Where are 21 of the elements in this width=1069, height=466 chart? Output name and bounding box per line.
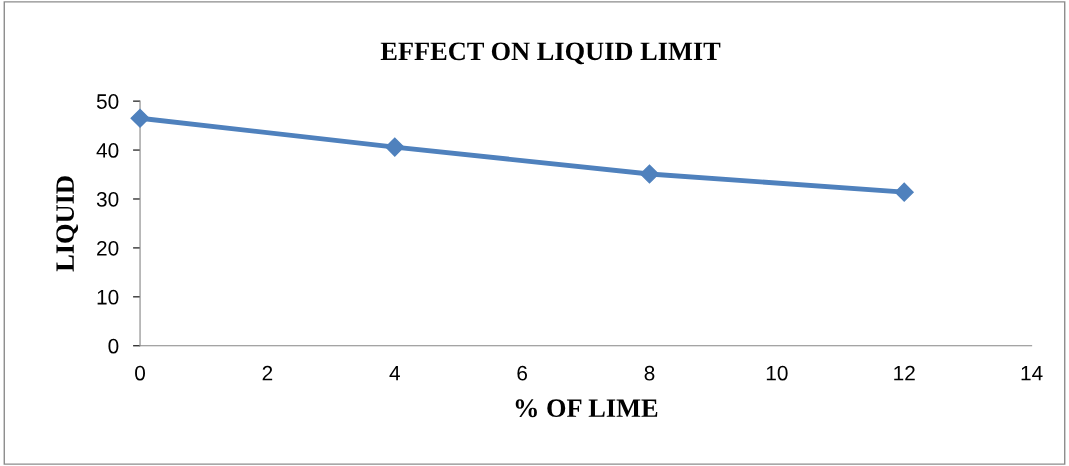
y-tick-label: 30	[96, 191, 119, 207]
point	[385, 137, 405, 157]
y-tick-label: 40	[96, 143, 119, 158]
y-tick-label: 10	[97, 289, 119, 305]
point	[894, 182, 914, 202]
y-tick-label: 0	[108, 338, 119, 354]
point	[639, 164, 660, 184]
x-tick-label: 0	[135, 365, 146, 381]
x-axis-title: % OF LIME	[515, 399, 658, 418]
y-axis-title: LIQUID	[56, 176, 79, 272]
y-tick-label: 50	[96, 94, 119, 109]
y-tick-label: 20	[97, 240, 119, 256]
point	[130, 108, 150, 128]
x-tick-label: 10	[766, 365, 788, 381]
x-tick-label: 8	[644, 365, 655, 381]
x-tick-label: 4	[389, 365, 400, 381]
x-tick-label: 12	[894, 365, 915, 381]
x-tick-label: 6	[517, 365, 528, 381]
chart-title: EFFECT ON LIQUID LIMIT	[380, 42, 721, 65]
x-tick-label: 2	[262, 365, 273, 381]
x-tick-label: 14	[1021, 365, 1043, 381]
